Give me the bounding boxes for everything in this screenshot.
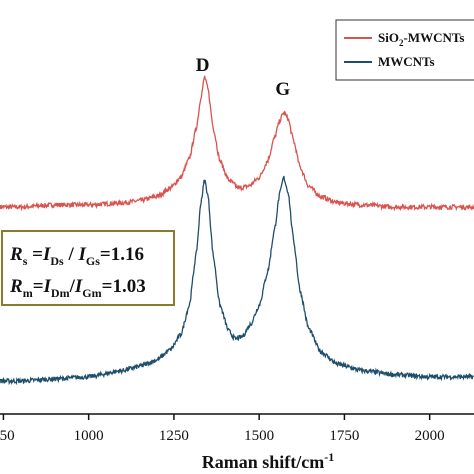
x-tick-label-1250: 1250 <box>159 428 189 444</box>
x-axis-title-superscript: -1 <box>324 450 334 464</box>
legend: SiO2-MWCNTs MWCNTs <box>335 19 474 81</box>
x-tick-label-1750: 1750 <box>329 428 359 444</box>
series-line-sio2-mwcnts <box>0 75 474 212</box>
series-line-mwcnts <box>0 175 474 386</box>
ratio-annotation: Rs =IDs / IGs=1.16 Rm=IDm/IGm=1.03 <box>1 230 175 306</box>
ratio-line-s: Rs =IDs / IGs=1.16 <box>9 244 144 268</box>
x-tick-label-1500: 1500 <box>244 428 274 444</box>
legend-label-mwcnts: MWCNTs <box>378 54 435 69</box>
x-tick-label-1000: 1000 <box>74 428 104 444</box>
peak-label-d: D <box>196 55 210 76</box>
peak-label-g: G <box>275 79 290 100</box>
x-ticks: 750 1000 1250 1500 1750 2000 <box>0 414 445 444</box>
legend-box <box>335 19 474 81</box>
x-tick-label-2000: 2000 <box>415 428 445 444</box>
x-tick-label-750: 750 <box>0 428 15 444</box>
ratio-line-m: Rm=IDm/IGm=1.03 <box>9 276 146 300</box>
legend-label-sio2: SiO2-MWCNTs <box>378 30 464 48</box>
ratio-box <box>1 230 175 306</box>
peak-labels: DG <box>196 55 291 100</box>
x-axis-title-text: Raman shift/cm <box>202 452 325 472</box>
x-axis-title: Raman shift/cm-1 <box>202 450 335 472</box>
series-layer <box>0 75 474 386</box>
